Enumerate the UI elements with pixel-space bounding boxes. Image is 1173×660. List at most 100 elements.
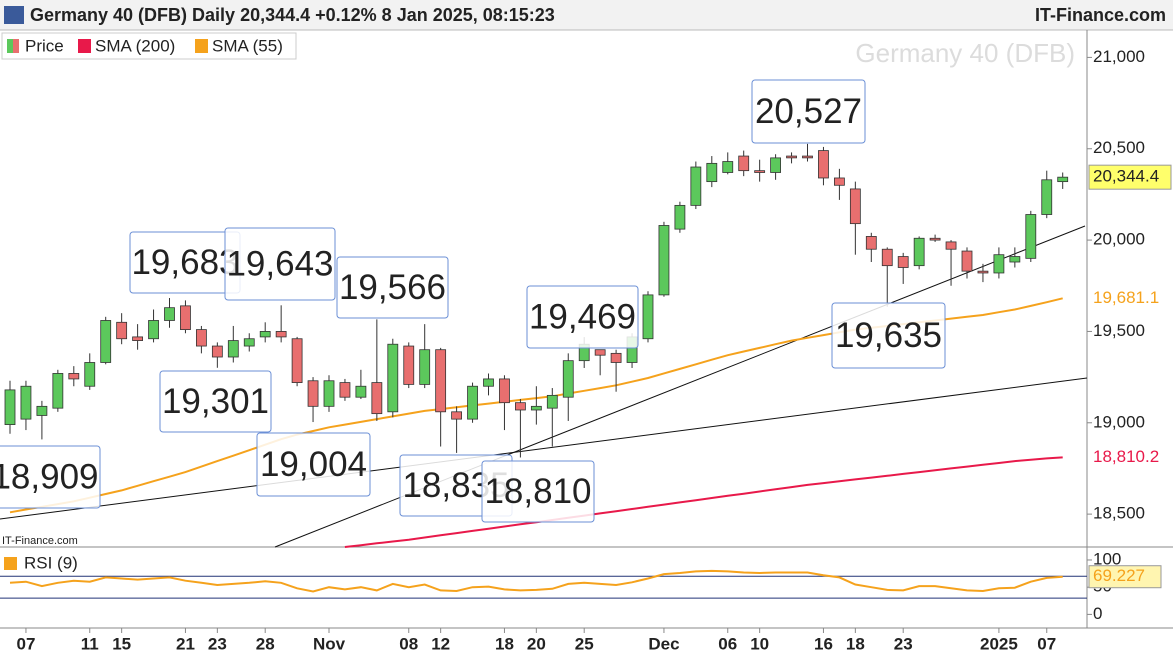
x-tick-label: 16 — [814, 634, 833, 653]
candle-body — [148, 320, 159, 340]
main-panel: 18,500 19,000 19,500 20,000 20,500 21,000 Pric… — [0, 36, 1172, 653]
candle-body — [164, 307, 175, 321]
candle-body — [945, 241, 957, 250]
annotation-box — [224, 227, 336, 301]
x-tick-label: 23 — [208, 634, 227, 653]
x-tick-label: 15 — [112, 634, 131, 653]
trend-line — [0, 377, 1088, 520]
candle-body — [706, 162, 718, 183]
sma-end-label: 18,810.2 — [1093, 447, 1159, 466]
x-tick-label: 25 — [575, 634, 594, 653]
sma-line — [344, 456, 1063, 548]
candle-body — [754, 170, 766, 173]
candle-body — [834, 177, 845, 186]
annotation-box — [159, 370, 272, 433]
candle-body — [467, 385, 478, 420]
x-tick-label: 07 — [16, 634, 35, 653]
rsi-panel: IT-Finance.com050100RSI (9)69.227 — [0, 535, 1162, 623]
rsi-line — [9, 569, 1063, 593]
legend-label: SMA (200) — [95, 36, 175, 55]
candle-body — [913, 237, 925, 267]
candle-body — [4, 389, 16, 426]
annotation-label: 19,635 — [835, 316, 942, 355]
annotation-label: 20,527 — [755, 92, 862, 131]
candle-body — [403, 345, 415, 385]
watermark: Germany 40 (DFB) — [855, 38, 1075, 68]
price-label-bg — [1088, 164, 1172, 190]
x-tick-label: 18 — [846, 634, 865, 653]
candle-body — [211, 345, 223, 358]
candle-body — [52, 373, 64, 409]
x-tick-label: 28 — [256, 634, 275, 653]
header-bar — [0, 0, 1173, 30]
candle-body — [849, 188, 861, 225]
candle-body — [451, 411, 463, 420]
candle-body — [515, 402, 526, 411]
candle-body — [1025, 214, 1037, 259]
annotation-label: 19,566 — [339, 268, 446, 307]
y-tick-label: 0 — [1093, 604, 1102, 623]
annotation-label: 19,683 — [131, 243, 238, 282]
candle-body — [1041, 179, 1053, 215]
annotation-label: 18,909 — [0, 457, 99, 496]
candle-body — [722, 161, 734, 173]
annotation-label: 19,643 — [226, 244, 333, 283]
candle-body — [387, 343, 399, 413]
rsi-end-label: 69.227 — [1093, 566, 1145, 585]
candle-body — [610, 352, 622, 363]
annotation-label: 19,301 — [162, 382, 269, 421]
candle-body — [1057, 176, 1069, 183]
candle-body — [562, 360, 574, 398]
rsi-label-bg — [1088, 565, 1162, 589]
source-small: IT-Finance.com — [2, 535, 78, 547]
candle-body — [929, 237, 941, 241]
candle-body — [546, 394, 558, 409]
annotation-box — [0, 445, 101, 509]
candle-body — [1009, 256, 1021, 263]
candle-body — [132, 336, 144, 341]
header-icon — [4, 6, 24, 24]
x-tick-label: Nov — [313, 634, 346, 653]
candle-body — [770, 157, 781, 173]
candle-body — [530, 405, 542, 411]
y-tick-label: 19,500 — [1093, 321, 1145, 340]
x-tick-label: 12 — [431, 634, 450, 653]
x-tick-label: 21 — [176, 634, 195, 653]
legend-swatch — [195, 39, 208, 53]
annotation-box — [256, 432, 371, 497]
x-tick-label: Dec — [648, 634, 679, 653]
candle-body — [961, 250, 973, 272]
candle-body — [100, 320, 112, 363]
candle-body — [499, 378, 510, 404]
annotation-box — [481, 460, 595, 523]
x-tick-label: 11 — [81, 634, 99, 653]
legend-label: SMA (55) — [212, 36, 283, 55]
candle-body — [483, 378, 494, 387]
y-tick-label: 18,500 — [1093, 504, 1145, 523]
candle-body — [642, 294, 654, 340]
y-tick-label: 100 — [1093, 549, 1121, 568]
candle-body — [355, 385, 367, 398]
legend-swatch — [4, 557, 17, 570]
sma-end-label: 19,681.1 — [1093, 288, 1159, 307]
candle-body — [36, 405, 48, 416]
candle-body — [435, 349, 447, 413]
y-tick-label: 20,500 — [1093, 138, 1145, 157]
y-tick-label: 19,000 — [1093, 412, 1145, 431]
candle-body — [658, 225, 670, 296]
candle-body — [339, 382, 351, 398]
candle-body — [259, 331, 271, 338]
y-tick-label: 20,000 — [1093, 230, 1145, 249]
candle-body — [275, 331, 287, 338]
x-tick-label: 08 — [399, 634, 418, 653]
annotation-label: 18,810 — [484, 472, 591, 511]
legend-swatch — [78, 39, 91, 53]
candle-body — [20, 385, 32, 420]
candle-body — [195, 329, 207, 347]
candle-body — [897, 256, 909, 268]
chart-title: Germany 40 (DFB) Daily 20,344.4 +0.12% 8… — [30, 5, 555, 25]
x-tick-label: 07 — [1037, 634, 1056, 653]
candle-body — [993, 254, 1005, 274]
candle-body — [243, 338, 255, 347]
